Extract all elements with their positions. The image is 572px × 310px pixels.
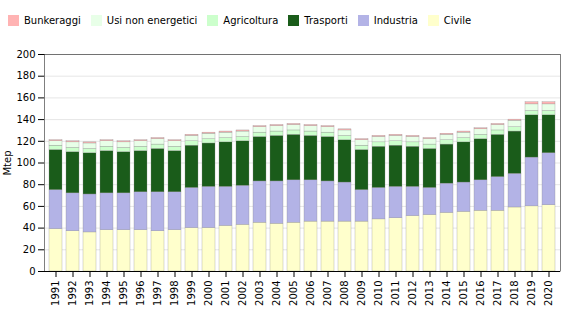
svg-text:2006: 2006 [305,281,316,306]
svg-text:2004: 2004 [271,281,282,306]
html-text:Agricoltura: Agricoltura [223,15,279,26]
svg-text:1997: 1997 [152,281,163,306]
svg-text:2013: 2013 [424,281,435,306]
html-text:Bunkeraggi: Bunkeraggi [24,15,81,26]
svg-text:20: 20 [23,244,36,255]
svg-text:2007: 2007 [322,281,333,306]
svg-text:2017: 2017 [492,281,503,306]
svg-text:2005: 2005 [288,281,299,306]
html-text:Civile: Civile [443,15,472,26]
svg-text:1994: 1994 [101,281,112,306]
svg-text:100: 100 [16,157,35,168]
svg-text:2020: 2020 [543,281,554,306]
svg-text:1996: 1996 [135,281,146,306]
svg-text:2000: 2000 [203,281,214,306]
svg-text:40: 40 [23,222,36,233]
svg-text:2016: 2016 [475,281,486,306]
html-text:Trasporti: Trasporti [304,15,348,26]
svg-text:2010: 2010 [373,281,384,306]
html-text:Industria: Industria [373,15,418,26]
svg-text:1993: 1993 [84,281,95,306]
svg-text:2014: 2014 [441,281,452,306]
svg-text:1992: 1992 [67,281,78,306]
svg-text:1991: 1991 [50,281,61,306]
svg-text:2011: 2011 [390,281,401,306]
svg-text:60: 60 [23,201,36,212]
svg-text:1995: 1995 [118,281,129,306]
svg-text:0: 0 [29,266,35,277]
svg-text:2001: 2001 [220,281,231,306]
svg-text:1999: 1999 [186,281,197,306]
svg-text:140: 140 [16,114,35,125]
svg-text:200: 200 [16,49,35,60]
svg-text:2009: 2009 [356,281,367,306]
svg-text:2015: 2015 [458,281,469,306]
svg-text:1998: 1998 [169,281,180,306]
svg-text:Mtep: Mtep [2,150,13,175]
svg-text:2012: 2012 [407,281,418,306]
svg-text:80: 80 [23,179,36,190]
svg-text:2008: 2008 [339,281,350,306]
svg-text:180: 180 [16,70,35,81]
svg-text:2018: 2018 [509,281,520,306]
svg-text:2019: 2019 [526,281,537,306]
html-text:Usi non energetici: Usi non energetici [106,15,198,26]
svg-text:160: 160 [16,92,35,103]
svg-text:2002: 2002 [237,281,248,306]
svg-text:120: 120 [16,136,35,147]
svg-text:2003: 2003 [254,281,265,306]
